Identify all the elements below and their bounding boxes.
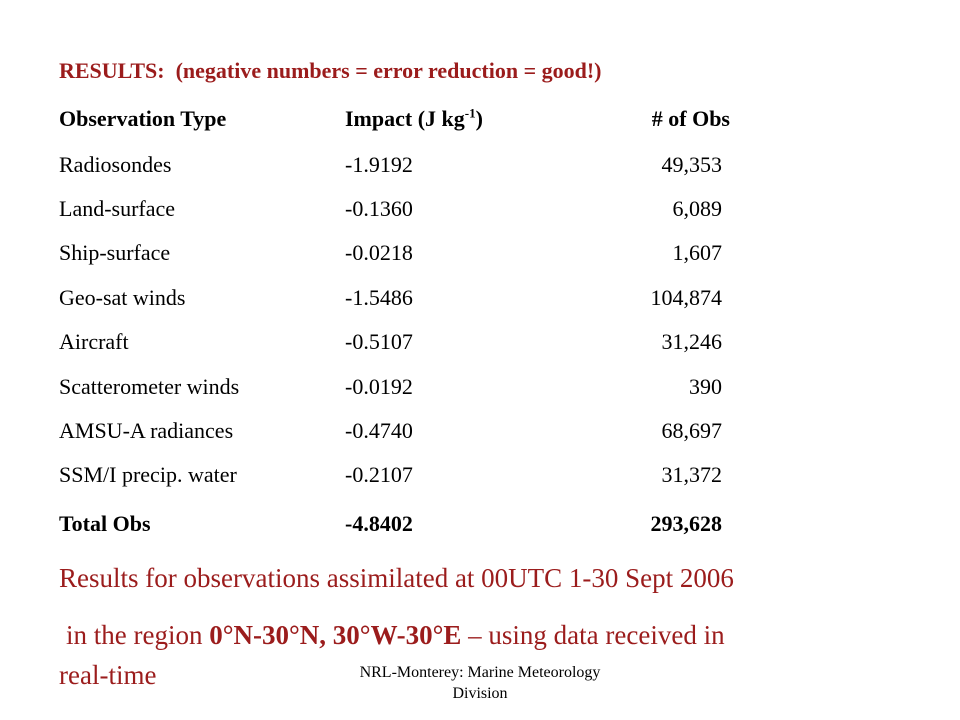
row-impact: -0.0218: [345, 240, 413, 265]
row-impact: -0.4740: [345, 418, 413, 443]
total-impact: -4.8402: [345, 511, 413, 536]
row-impact: -1.9192: [345, 152, 413, 177]
total-count: 293,628: [650, 511, 723, 536]
summary-line-3: real-time: [59, 660, 157, 690]
row-type: Aircraft: [59, 329, 129, 354]
row-type: Ship-surface: [59, 240, 171, 265]
header-impact-suffix: ): [475, 106, 483, 131]
row-count: 6,089: [672, 196, 723, 221]
results-label: RESULTS:: [59, 58, 165, 83]
row-count: 31,372: [661, 462, 723, 487]
row-type: SSM/I precip. water: [59, 462, 237, 487]
summary-region: 0°N-30°N, 30°W-30°E: [209, 620, 462, 650]
header-observation-type: Observation Type: [59, 106, 227, 131]
row-type: Radiosondes: [59, 152, 172, 177]
row-count: 49,353: [661, 152, 723, 177]
row-count: 31,246: [661, 329, 723, 354]
row-impact: -0.1360: [345, 196, 413, 221]
footer-line-2: Division: [452, 685, 508, 702]
row-impact: -0.5107: [345, 329, 413, 354]
header-impact: Impact (J kg-1): [345, 106, 483, 132]
row-type: Scatterometer winds: [59, 374, 240, 399]
summary-line-1: Results for observations assimilated at …: [59, 563, 734, 593]
footer-line-1: NRL-Monterey: Marine Meteorology: [359, 664, 601, 681]
results-heading: RESULTS: (negative numbers = error reduc…: [59, 58, 602, 84]
row-type: AMSU-A radiances: [59, 418, 234, 443]
results-note: (negative numbers = error reduction = go…: [175, 58, 602, 83]
row-impact: -0.0192: [345, 374, 413, 399]
header-impact-unit-exponent: -1: [464, 105, 476, 121]
header-impact-prefix: Impact (J kg: [345, 106, 465, 131]
total-label: Total Obs: [59, 511, 151, 536]
row-count: 104,874: [650, 285, 723, 310]
summary-line-2-suffix: – using data received in: [461, 620, 725, 650]
row-type: Land-surface: [59, 196, 176, 221]
summary-line-2: in the region 0°N-30°N, 30°W-30°E – usin…: [66, 620, 725, 651]
row-count: 68,697: [661, 418, 723, 443]
row-count: 1,607: [672, 240, 723, 265]
header-count: # of Obs: [651, 106, 730, 131]
footer-organization: NRL-Monterey: Marine Meteorology Divisio…: [320, 662, 640, 704]
summary-line-2-prefix: in the region: [66, 620, 210, 650]
row-type: Geo-sat winds: [59, 285, 186, 310]
row-count: 390: [689, 374, 722, 399]
row-impact: -1.5486: [345, 285, 413, 310]
row-impact: -0.2107: [345, 462, 413, 487]
